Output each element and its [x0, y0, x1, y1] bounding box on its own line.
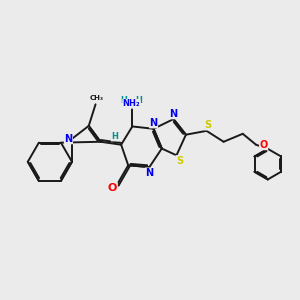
Text: H: H: [135, 96, 142, 105]
Text: CH₃: CH₃: [90, 95, 104, 101]
Text: O: O: [108, 183, 117, 193]
Text: NH₂: NH₂: [123, 99, 140, 108]
Text: N: N: [64, 134, 73, 144]
Text: O: O: [260, 140, 268, 150]
Text: S: S: [176, 156, 183, 166]
Text: N: N: [145, 168, 154, 178]
Text: N: N: [149, 118, 158, 128]
Text: N: N: [169, 109, 178, 119]
Text: S: S: [205, 120, 212, 130]
Text: H: H: [121, 96, 128, 105]
Text: H: H: [111, 132, 118, 141]
